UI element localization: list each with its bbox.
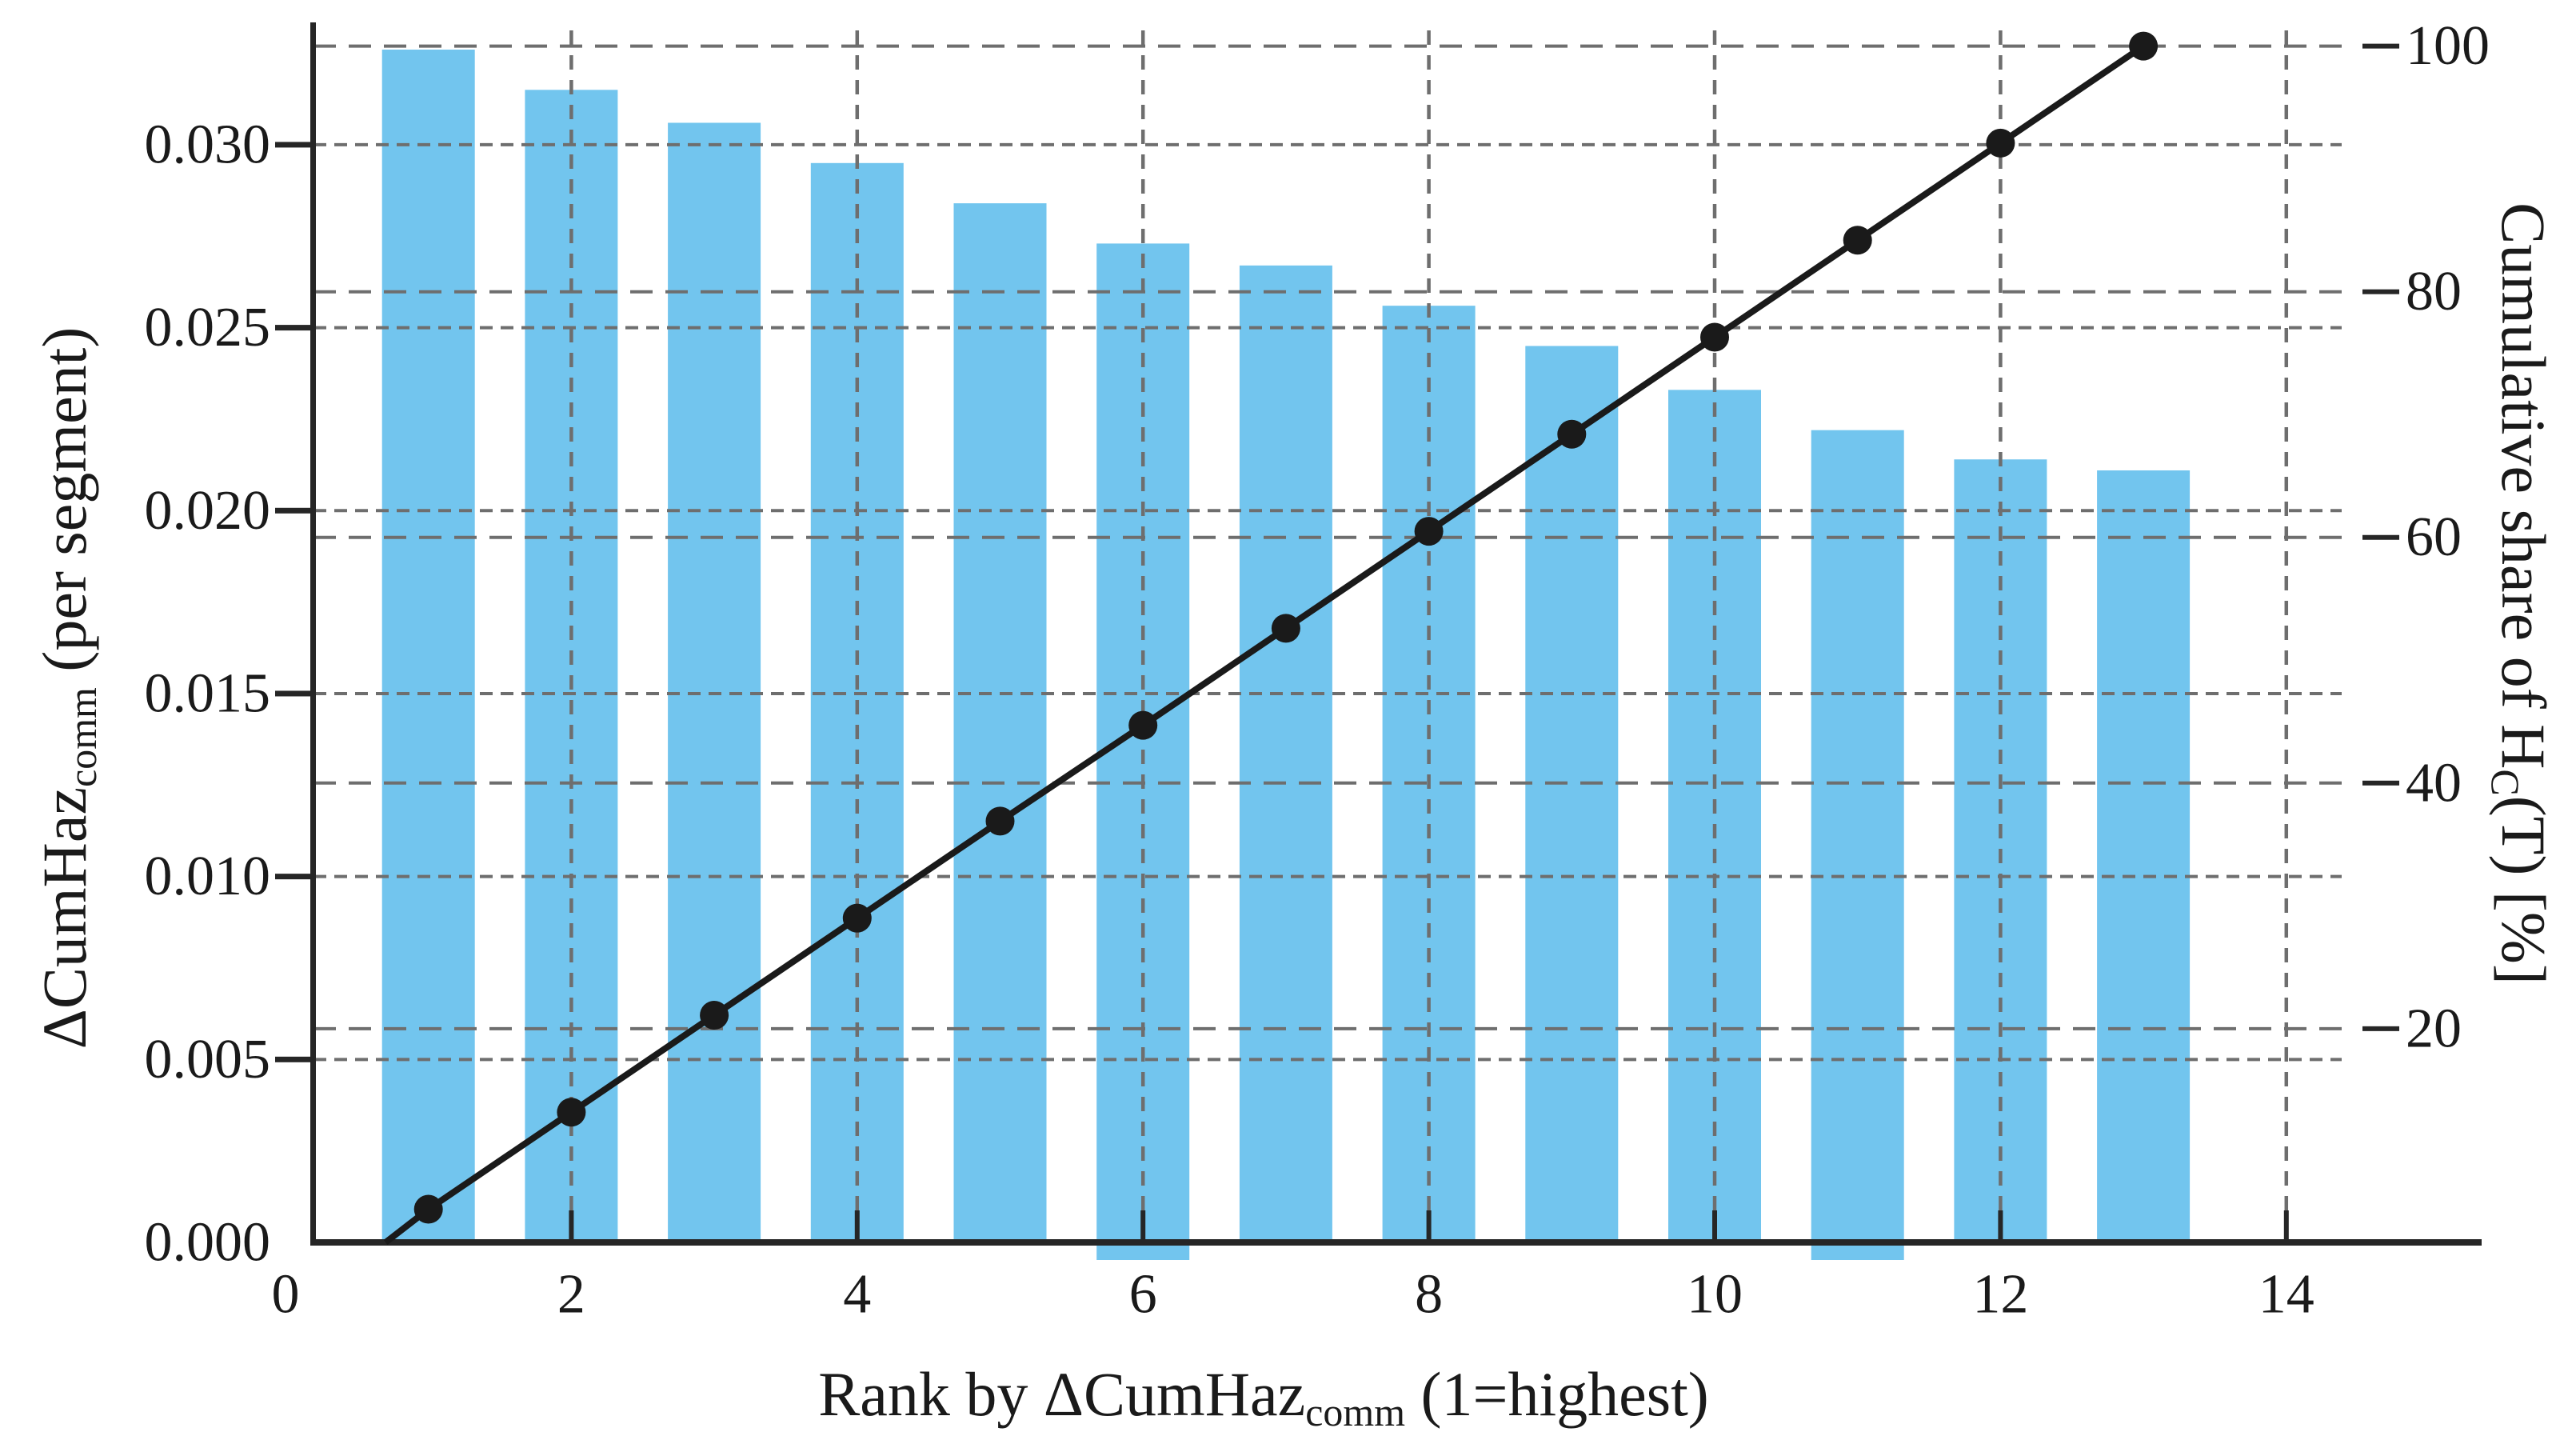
bar-rank-11 bbox=[1811, 430, 1904, 1242]
x-label-main: Rank by ΔCumHaz bbox=[818, 1358, 1306, 1429]
tick-x-2 bbox=[569, 1210, 574, 1242]
tick-label-left-0.010: 0.010 bbox=[145, 846, 271, 907]
tick-label-right-80: 80 bbox=[2406, 261, 2462, 322]
tick-label-right-60: 60 bbox=[2406, 506, 2462, 568]
bar-rank-3 bbox=[668, 122, 761, 1243]
tick-label-left-0.025: 0.025 bbox=[145, 297, 271, 358]
tick-left-0.025 bbox=[275, 325, 314, 331]
tick-x-4 bbox=[854, 1210, 860, 1242]
cumulative-marker-rank-3 bbox=[700, 1000, 729, 1030]
tick-left-0.015 bbox=[275, 690, 314, 697]
cumulative-marker-rank-9 bbox=[1557, 419, 1587, 449]
tick-right-40 bbox=[2362, 780, 2399, 786]
cumulative-marker-rank-2 bbox=[557, 1098, 586, 1127]
tick-label-left-0.015: 0.015 bbox=[145, 662, 271, 724]
cumulative-marker-rank-6 bbox=[1128, 710, 1158, 740]
cumulative-marker-rank-5 bbox=[985, 806, 1015, 836]
x-axis-label: Rank by ΔCumHazcomm (1=highest) bbox=[818, 1358, 1709, 1435]
tick-label-x-0: 0 bbox=[272, 1264, 300, 1326]
bar-below-axis-artifact-rank-11 bbox=[1811, 1246, 1904, 1260]
tick-label-x-8: 8 bbox=[1415, 1264, 1443, 1326]
tick-x-14 bbox=[2283, 1210, 2289, 1242]
y-left-label-main: ΔCumHaz bbox=[29, 786, 99, 1050]
tick-label-x-14: 14 bbox=[2258, 1264, 2314, 1326]
tick-label-x-12: 12 bbox=[1972, 1264, 2028, 1326]
tick-x-6 bbox=[1140, 1210, 1146, 1242]
tick-right-80 bbox=[2362, 289, 2399, 294]
x-label-subscript: comm bbox=[1305, 1390, 1406, 1435]
bar-rank-7 bbox=[1239, 265, 1332, 1243]
cumulative-marker-rank-7 bbox=[1271, 614, 1300, 643]
tick-label-left-0.005: 0.005 bbox=[145, 1029, 271, 1090]
x-axis-spine bbox=[310, 1239, 2482, 1246]
tick-label-x-2: 2 bbox=[557, 1264, 585, 1326]
cumulative-marker-rank-4 bbox=[842, 903, 872, 933]
tick-x-10 bbox=[1712, 1210, 1717, 1242]
cumulative-marker-rank-8 bbox=[1414, 517, 1444, 546]
cumulative-marker-rank-12 bbox=[1986, 128, 2015, 158]
cumulative-marker-rank-13 bbox=[2129, 31, 2159, 61]
bar-rank-5 bbox=[953, 203, 1047, 1242]
bar-rank-1 bbox=[381, 50, 475, 1242]
bar-below-axis-artifact-rank-6 bbox=[1096, 1246, 1190, 1260]
y-axis-label-right: Cumulative share of HC(T) [%] bbox=[2482, 202, 2559, 985]
tick-right-60 bbox=[2362, 534, 2399, 540]
cumulative-line bbox=[383, 43, 2146, 1246]
left-spine bbox=[310, 22, 316, 1246]
tick-label-left-0.000: 0.000 bbox=[145, 1212, 271, 1274]
y-axis-label-left: ΔCumHazcomm (per segment) bbox=[29, 327, 106, 1050]
tick-label-left-0.030: 0.030 bbox=[145, 114, 271, 175]
tick-left-0.005 bbox=[275, 1056, 314, 1062]
y-left-label-subscript: comm bbox=[61, 687, 106, 787]
y-right-label-rest: (T) [%] bbox=[2489, 795, 2559, 985]
tick-label-x-6: 6 bbox=[1129, 1264, 1157, 1326]
y-right-label-main: Cumulative share of H bbox=[2489, 202, 2559, 770]
tick-left-0.02 bbox=[275, 507, 314, 514]
tick-right-20 bbox=[2362, 1026, 2399, 1031]
tick-label-right-40: 40 bbox=[2406, 752, 2462, 814]
tick-left-0.01 bbox=[275, 874, 314, 880]
tick-label-left-0.020: 0.020 bbox=[145, 480, 271, 542]
x-label-rest: (1=highest) bbox=[1405, 1358, 1709, 1429]
tick-right-100 bbox=[2362, 43, 2399, 49]
bar-rank-13 bbox=[2097, 470, 2191, 1242]
y-right-label-subscript: C bbox=[2482, 769, 2527, 796]
tick-label-right-100: 100 bbox=[2406, 15, 2490, 77]
cumulative-marker-rank-11 bbox=[1843, 226, 1872, 255]
tick-x-12 bbox=[1998, 1210, 2003, 1242]
cumulative-marker-rank-1 bbox=[413, 1194, 443, 1224]
tick-label-x-4: 4 bbox=[843, 1264, 871, 1326]
tick-x-8 bbox=[1426, 1210, 1432, 1242]
bar-rank-6 bbox=[1096, 243, 1190, 1242]
tick-left-0.03 bbox=[275, 142, 314, 148]
y-left-label-rest: (per segment) bbox=[29, 326, 99, 688]
bar-rank-9 bbox=[1525, 346, 1619, 1242]
bar-rank-10 bbox=[1668, 390, 1761, 1242]
tick-label-x-10: 10 bbox=[1687, 1264, 1743, 1326]
cumulative-marker-rank-10 bbox=[1700, 322, 1729, 352]
tick-label-right-20: 20 bbox=[2406, 998, 2462, 1059]
